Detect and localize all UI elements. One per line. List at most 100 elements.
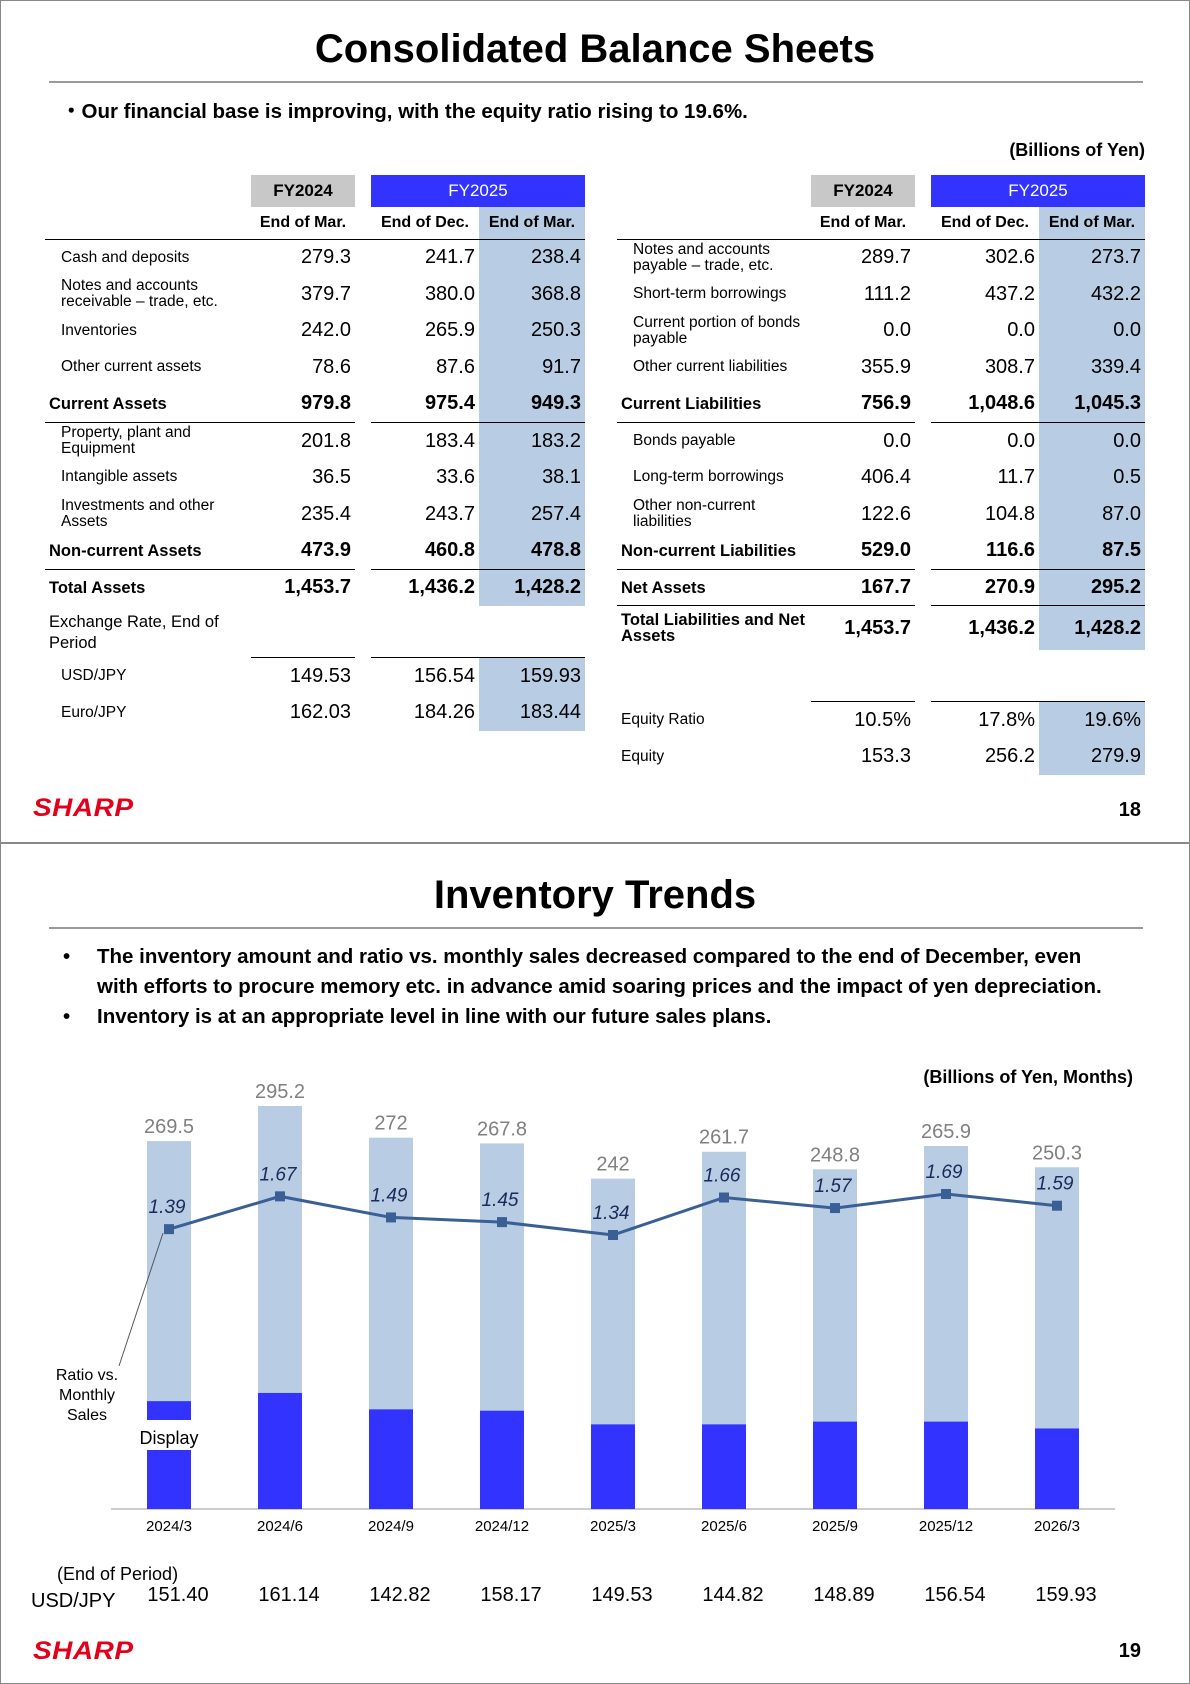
table-row: Notes and accounts receivable – trade, e… [45, 275, 585, 313]
row-label: Total Assets [49, 578, 146, 597]
display-label-gap [146, 1420, 192, 1450]
cell-fy2025-end-mar: 87.5 [1039, 532, 1145, 570]
cell-fy2025-end-mar: 1,428.2 [1039, 605, 1145, 650]
table-row: Total Liabilities and Net Assets 1,453.7 1… [617, 605, 1145, 650]
table-row: Long-term borrowings 406.4 11.7 0.5 [617, 459, 1145, 496]
bullet-glyph: • [63, 945, 71, 968]
cell-fy2024-end-mar: 36.5 [312, 465, 351, 488]
cell-fy2025-end-dec: 87.6 [436, 355, 475, 378]
cell-fy2025-end-mar: 1,045.3 [1039, 385, 1145, 423]
row-label: Intangible assets [61, 468, 178, 486]
bullet-text: The inventory amount and ratio vs. month… [97, 945, 1102, 998]
display-inventory-bar [1035, 1428, 1079, 1509]
bar-value-label: 295.2 [255, 1081, 305, 1103]
table-row: Investments and other Assets 235.4 243.7 25… [45, 495, 585, 533]
table-row: Other non-current liabilities 122.6 104.8 8… [617, 495, 1145, 533]
ratio-marker [164, 1224, 174, 1235]
cell-fy2025-end-mar: 0.5 [1039, 459, 1145, 496]
cell-fy2025-end-dec: 460.8 [371, 532, 479, 570]
table-row: Total Assets 1,453.7 1,436.2 1,428.2 [45, 569, 585, 606]
row-label: Cash and deposits [61, 248, 190, 266]
col-end-mar-2025: End of Mar. [479, 207, 585, 240]
ratio-marker [386, 1212, 396, 1223]
cell-fy2025-end-dec: 183.4 [424, 429, 475, 452]
cell-fy2024-end-mar: 473.9 [251, 532, 355, 570]
bar-value-label: 261.7 [699, 1127, 749, 1149]
x-tick-label: 2025/6 [701, 1518, 747, 1535]
table-row: Equity 153.3 256.2 279.9 [617, 738, 1145, 776]
row-label: Investments and other Assets [61, 497, 215, 531]
cell-fy2025-end-dec: 241.7 [424, 246, 475, 269]
cell-fy2025-end-dec: 302.6 [984, 246, 1035, 269]
display-inventory-bar [702, 1424, 746, 1509]
bullet-item: • Inventory is at an appropriate level i… [63, 1002, 1123, 1032]
bullet-item: • The inventory amount and ratio vs. mon… [63, 942, 1123, 1002]
cell-fy2025-end-mar: 238.4 [479, 239, 585, 276]
row-label: Other current assets [61, 358, 202, 376]
ratio-value-label: 1.34 [593, 1203, 630, 1224]
cell-fy2025-end-dec: 17.8% [978, 708, 1035, 731]
cell-fy2024-end-mar: 242.0 [300, 319, 351, 342]
row-label: Current portion of bonds payable [633, 313, 801, 347]
cell-fy2024-end-mar: 162.03 [289, 701, 351, 724]
usdjpy-value: 144.82 [702, 1584, 763, 1606]
cell-fy2024-end-mar: 355.9 [860, 355, 911, 378]
ratio-label: Ratio vs. Monthly Sales [55, 1367, 119, 1424]
cell-fy2025-end-dec: 116.6 [931, 532, 1039, 570]
row-label: Short-term borrowings [633, 285, 787, 303]
table-row: Inventories 242.0 265.9 250.3 [45, 312, 585, 350]
cell-fy2024-end-mar: 279.3 [300, 246, 351, 269]
bar-value-label: 242 [596, 1154, 629, 1176]
table-row: Notes and accounts payable – trade, etc.… [617, 239, 1145, 276]
table-row: Non-current Assets 473.9 460.8 478.8 [45, 532, 585, 570]
cell-fy2025-end-dec: 184.26 [413, 701, 475, 724]
cell-fy2025-end-mar: 368.8 [479, 275, 585, 313]
cell-fy2024-end-mar: 406.4 [860, 465, 911, 488]
row-label: Other current liabilities [633, 358, 788, 376]
ratio-marker [830, 1203, 840, 1214]
display-inventory-bar [591, 1424, 635, 1509]
usdjpy-label: USD/JPY [31, 1590, 116, 1612]
cell-fy2025-end-mar: 257.4 [479, 495, 585, 533]
display-label: Display [139, 1428, 198, 1448]
cell-fy2025-end-dec: 265.9 [424, 319, 475, 342]
usdjpy-value: 142.82 [369, 1584, 430, 1606]
usdjpy-value: 159.93 [1035, 1584, 1096, 1606]
display-inventory-bar [147, 1401, 191, 1509]
summary-bullet: ・Our financial base is improving, with t… [61, 100, 748, 123]
usdjpy-value: 151.40 [147, 1584, 208, 1606]
cell-fy2025-end-dec: 1,048.6 [931, 385, 1039, 423]
table-row: Intangible assets 36.5 33.6 38.1 [45, 459, 585, 496]
liabilities-table: FY2024 FY2025 End of Mar. End of Dec. En… [617, 175, 1145, 776]
cell-fy2025-end-dec: 380.0 [424, 282, 475, 305]
table-row: Bonds payable 0.0 0.0 0.0 [617, 422, 1145, 460]
row-label: Equity [621, 747, 665, 765]
table-row: Non-current Liabilities 529.0 116.6 87.5 [617, 532, 1145, 570]
usdjpy-value: 161.14 [258, 1584, 319, 1606]
cell-fy2025-end-dec: 0.0 [1007, 319, 1035, 342]
col-end-dec-2025: End of Dec. [371, 207, 479, 240]
cell-fy2025-end-mar: 159.93 [479, 657, 585, 695]
cell-fy2025-end-dec: 975.4 [371, 385, 479, 423]
row-label: Notes and accounts receivable – trade, e… [61, 277, 218, 311]
cell-fy2025-end-mar: 0.0 [1039, 422, 1145, 460]
row-label: Long-term borrowings [633, 468, 784, 486]
bar-value-label: 269.5 [144, 1116, 194, 1138]
display-inventory-bar [480, 1410, 524, 1509]
ratio-value-label: 1.49 [371, 1185, 408, 1206]
cell-fy2025-end-dec: 270.9 [931, 569, 1039, 607]
cell-fy2025-end-dec: 0.0 [1007, 429, 1035, 452]
table-row: Current Liabilities 756.9 1,048.6 1,045.3 [617, 385, 1145, 423]
col-end-mar-2024: End of Mar. [251, 207, 355, 240]
col-end-mar-2024: End of Mar. [811, 207, 915, 240]
x-tick-label: 2024/9 [368, 1518, 414, 1535]
ratio-value-label: 1.59 [1037, 1174, 1074, 1195]
table-row: Cash and deposits 279.3 241.7 238.4 [45, 239, 585, 276]
units-label: (Billions of Yen, Months) [923, 1067, 1133, 1087]
cell-fy2025-end-mar: 91.7 [479, 349, 585, 386]
table-row: Current portion of bonds payable 0.0 0.0 0.… [617, 312, 1145, 350]
display-inventory-bar [258, 1392, 302, 1509]
cell-fy2025-end-dec: 1,436.2 [408, 576, 475, 599]
cell-fy2025-end-mar: 432.2 [1039, 275, 1145, 313]
display-inventory-bar [813, 1421, 857, 1509]
